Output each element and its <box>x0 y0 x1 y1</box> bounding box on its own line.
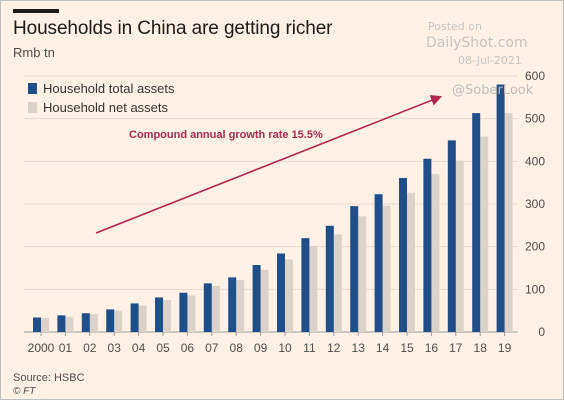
x-tick-label: 17 <box>449 341 463 355</box>
x-tick-label: 13 <box>352 341 366 355</box>
bar-net-assets-06 <box>187 295 196 332</box>
bar-net-assets-04 <box>138 305 147 332</box>
bar-total-assets-01 <box>57 315 66 332</box>
ft-top-rule <box>13 9 59 13</box>
growth-trend-arrow <box>95 95 443 234</box>
bar-net-assets-01 <box>65 316 74 332</box>
x-tick-label: 2000 <box>28 341 55 355</box>
x-tick-label: 01 <box>59 341 73 355</box>
x-tick-label: 07 <box>205 341 219 355</box>
bar-net-assets-17 <box>455 160 464 332</box>
bar-total-assets-19 <box>496 84 505 333</box>
bar-net-assets-11 <box>309 245 318 332</box>
x-tick-label: 12 <box>327 341 341 355</box>
bar-total-assets-03 <box>106 309 115 332</box>
watermark-site: DailyShot.com <box>426 35 528 51</box>
bar-total-assets-08 <box>228 277 237 332</box>
legend-item-total: Household total assets <box>28 79 175 98</box>
bar-net-assets-15 <box>407 192 415 332</box>
bar-net-assets-08 <box>236 279 245 332</box>
x-tick-label: 09 <box>254 341 268 355</box>
bar-total-assets-11 <box>301 238 310 332</box>
bar-total-assets-18 <box>472 113 481 333</box>
x-tick-label: 04 <box>132 341 146 355</box>
growth-annotation: Compound annual growth rate 15.5% <box>129 129 323 141</box>
x-tick-label: 02 <box>83 341 97 355</box>
watermark-posted: Posted on <box>428 20 482 33</box>
bar-net-assets-19 <box>504 113 513 333</box>
x-tick-label: 06 <box>181 341 195 355</box>
x-tick-label: 19 <box>498 341 512 355</box>
ft-logo: © FT <box>13 386 36 397</box>
bar-net-assets-18 <box>480 136 489 332</box>
bar-total-assets-16 <box>423 158 432 332</box>
bar-total-assets-12 <box>325 225 334 332</box>
source-note: Source: HSBC <box>13 372 85 384</box>
bar-net-assets-16 <box>431 174 440 332</box>
bar-total-assets-17 <box>447 140 456 332</box>
legend-label-total: Household total assets <box>43 81 175 96</box>
x-tick-label: 05 <box>156 341 170 355</box>
bar-net-assets-2000 <box>41 317 49 332</box>
x-tick-label: 14 <box>376 341 390 355</box>
y-tick-label: 200 <box>525 240 545 254</box>
x-tick-label: 03 <box>108 341 122 355</box>
bar-net-assets-12 <box>333 234 342 332</box>
bar-net-assets-13 <box>358 216 367 332</box>
x-tick-label: 16 <box>425 341 439 355</box>
legend: Household total assets Household net ass… <box>28 79 175 117</box>
bar-total-assets-15 <box>399 177 407 332</box>
legend-label-net: Household net assets <box>43 100 169 115</box>
y-tick-label: 500 <box>525 112 545 126</box>
y-tick-label: 100 <box>525 282 545 296</box>
chart-title: Households in China are getting richer <box>13 18 333 39</box>
bar-net-assets-05 <box>163 300 171 332</box>
bar-total-assets-09 <box>252 265 261 332</box>
y-tick-label: 600 <box>525 69 545 83</box>
bar-total-assets-07 <box>203 283 212 332</box>
bar-net-assets-09 <box>260 269 269 332</box>
x-tick-label: 11 <box>303 341 316 355</box>
bar-total-assets-05 <box>155 297 163 332</box>
legend-swatch-total <box>28 83 37 94</box>
y-tick-label: 300 <box>525 197 545 211</box>
bar-total-assets-10 <box>277 253 285 332</box>
y-tick-label: 400 <box>525 154 545 168</box>
bar-net-assets-03 <box>114 310 123 332</box>
chart-unit: Rmb tn <box>13 45 55 60</box>
y-tick-label: 0 <box>538 325 545 339</box>
bar-net-assets-02 <box>89 314 98 332</box>
bar-total-assets-02 <box>81 313 90 332</box>
bar-total-assets-04 <box>130 303 139 332</box>
x-tick-label: 15 <box>400 341 414 355</box>
legend-item-net: Household net assets <box>28 98 175 117</box>
x-tick-label: 18 <box>474 341 488 355</box>
watermark-date: 08-Jul-2021 <box>458 54 522 67</box>
x-tick-label: 08 <box>230 341 244 355</box>
bar-total-assets-14 <box>374 194 383 332</box>
bar-total-assets-13 <box>350 206 359 332</box>
bar-total-assets-2000 <box>33 317 41 332</box>
x-tick-label: 10 <box>278 341 292 355</box>
legend-swatch-net <box>28 102 37 113</box>
bar-net-assets-14 <box>382 205 391 332</box>
watermark-handle: @SoberLook <box>452 83 534 98</box>
bar-net-assets-10 <box>285 259 293 332</box>
bar-net-assets-07 <box>211 285 220 332</box>
bar-total-assets-06 <box>179 292 188 332</box>
